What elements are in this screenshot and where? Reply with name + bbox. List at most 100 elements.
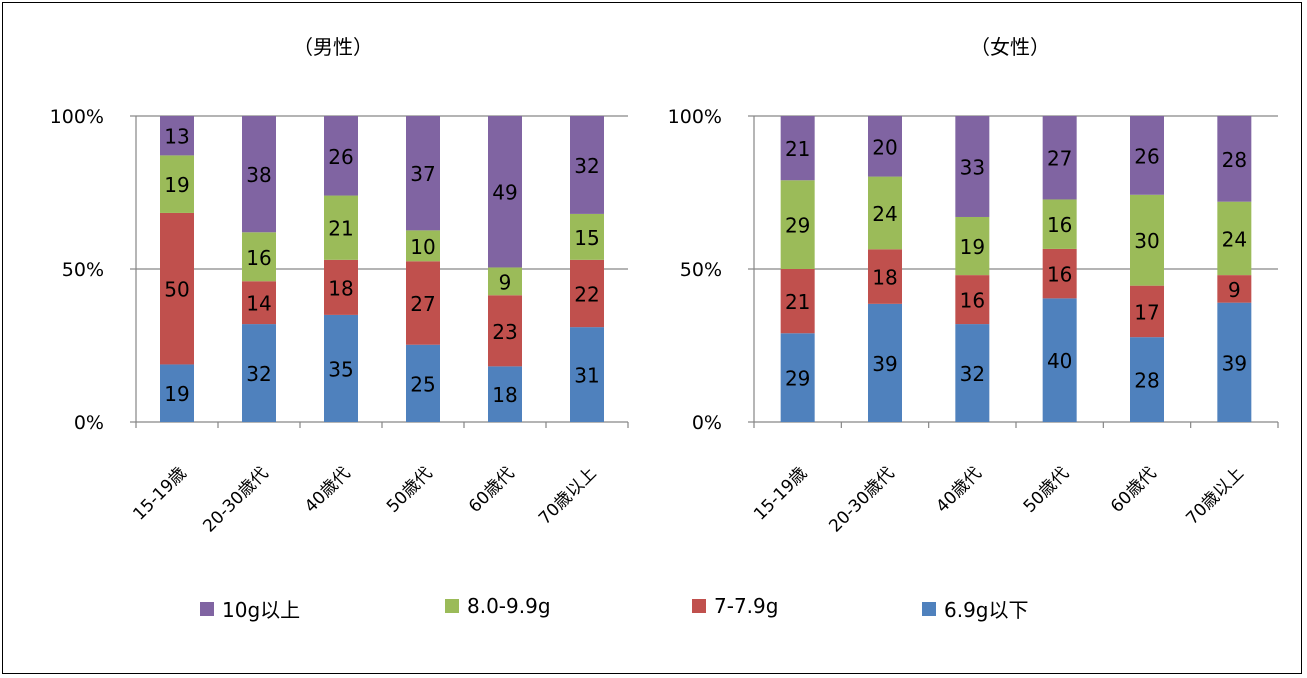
data-label: 14 — [246, 292, 271, 316]
legend-swatch-blue — [922, 601, 936, 616]
bar-segment — [955, 275, 990, 325]
legend-label-8-9g: 8.0-9.9g — [467, 594, 551, 618]
data-label: 39 — [1222, 351, 1247, 375]
data-label: 21 — [785, 290, 810, 314]
bar-segment — [570, 259, 604, 328]
legend-swatch-purple — [200, 601, 214, 616]
x-tick-label: 70歳以上 — [535, 463, 601, 529]
bar-segment — [780, 116, 815, 181]
data-label: 9 — [1228, 278, 1241, 302]
data-label: 38 — [246, 163, 271, 187]
bar-segment — [1130, 337, 1164, 422]
bar-segment — [406, 261, 440, 345]
bar-segment — [160, 155, 194, 213]
bar-segment — [324, 195, 358, 260]
bar-segment — [780, 180, 815, 269]
bar-segment — [955, 116, 990, 217]
data-label: 22 — [574, 282, 599, 306]
data-label: 16 — [246, 246, 271, 270]
bar-segment — [242, 116, 276, 233]
data-label: 19 — [960, 235, 985, 259]
data-label: 26 — [328, 145, 353, 169]
bar-segment — [324, 314, 358, 422]
bar-segment — [1217, 116, 1252, 202]
bar-segment — [1042, 116, 1077, 200]
chart-title-female: （女性） — [970, 35, 1050, 59]
x-tick-label: 20-30歳代 — [199, 463, 272, 536]
data-label: 24 — [872, 202, 897, 226]
data-label: 32 — [246, 362, 271, 386]
x-tick-label: 40歳代 — [301, 463, 354, 516]
y-tick-label: 50% — [680, 259, 722, 281]
chart-male: （男性） 0% 50% 100% 19 50 19 13 15-19歳 32 14 16 38 20-3… — [50, 35, 629, 537]
legend-label-10g: 10g以上 — [222, 598, 301, 622]
bar-segment — [488, 116, 522, 268]
bar-segment — [160, 212, 194, 365]
data-label: 27 — [1047, 147, 1072, 171]
data-label: 16 — [960, 289, 985, 313]
data-label: 19 — [164, 173, 189, 197]
x-tick-label: 60歳代 — [465, 463, 518, 516]
bar-segment — [324, 116, 358, 196]
data-label: 35 — [328, 357, 353, 381]
bar-segment — [242, 281, 276, 325]
y-tick-label: 50% — [62, 259, 104, 281]
bar-segment — [1217, 201, 1252, 276]
data-label: 23 — [492, 320, 517, 344]
bar-segment — [406, 116, 440, 231]
bar-segment — [1217, 275, 1252, 303]
bar-segment — [1130, 194, 1164, 286]
data-label: 29 — [785, 214, 810, 238]
bar-segment — [955, 324, 990, 422]
legend-label-7-7g: 7-7.9g — [714, 594, 779, 618]
x-tick-label: 20-30歳代 — [825, 463, 898, 536]
x-tick-label: 50歳代 — [1020, 463, 1073, 516]
bar-segment — [570, 327, 604, 422]
legend-swatch-green — [445, 599, 459, 613]
bar-segment — [780, 269, 815, 334]
bar-segment — [488, 295, 522, 367]
data-label: 49 — [492, 181, 517, 205]
data-label: 27 — [410, 292, 435, 316]
bar-segment — [955, 216, 990, 276]
bar-segment — [868, 176, 902, 250]
x-tick-label: 40歳代 — [932, 463, 985, 516]
bar-segment — [160, 116, 194, 156]
data-label: 40 — [1047, 349, 1072, 373]
x-tick-label: 15-19歳 — [129, 463, 190, 524]
legend-swatch-red — [692, 599, 706, 613]
x-tick-label: 60歳代 — [1107, 463, 1160, 516]
bar-segment — [570, 116, 604, 214]
bar-segment — [868, 303, 902, 422]
data-label: 20 — [872, 135, 897, 159]
bar-segment — [488, 366, 522, 422]
data-label: 28 — [1222, 148, 1247, 172]
x-tick-label: 70歳以上 — [1182, 463, 1248, 529]
data-label: 32 — [574, 154, 599, 178]
legend-item-6-9g: 6.9g以下 — [922, 594, 1029, 623]
legend-item-8-9g: 8.0-9.9g — [445, 594, 551, 618]
bar-segment — [868, 249, 902, 304]
bar-segment — [1042, 199, 1077, 249]
legend: 10g以上 8.0-9.9g 7-7.9g 6.9g以下 — [0, 594, 1307, 626]
data-label: 19 — [164, 382, 189, 406]
data-label: 13 — [164, 125, 189, 149]
data-label: 26 — [1134, 144, 1159, 168]
bar-segment — [406, 230, 440, 262]
data-label: 33 — [960, 155, 985, 179]
data-label: 25 — [410, 372, 435, 396]
data-label: 31 — [574, 364, 599, 388]
data-label: 18 — [328, 276, 353, 300]
data-label: 18 — [872, 266, 897, 290]
data-label: 17 — [1134, 300, 1159, 324]
data-label: 16 — [1047, 213, 1072, 237]
data-label: 18 — [492, 383, 517, 407]
y-tick-label: 0% — [692, 412, 722, 434]
y-tick-label: 0% — [74, 412, 104, 434]
data-label: 21 — [328, 217, 353, 241]
data-label: 29 — [785, 367, 810, 391]
bar-segment — [1042, 298, 1077, 422]
bar-segment — [242, 232, 276, 282]
